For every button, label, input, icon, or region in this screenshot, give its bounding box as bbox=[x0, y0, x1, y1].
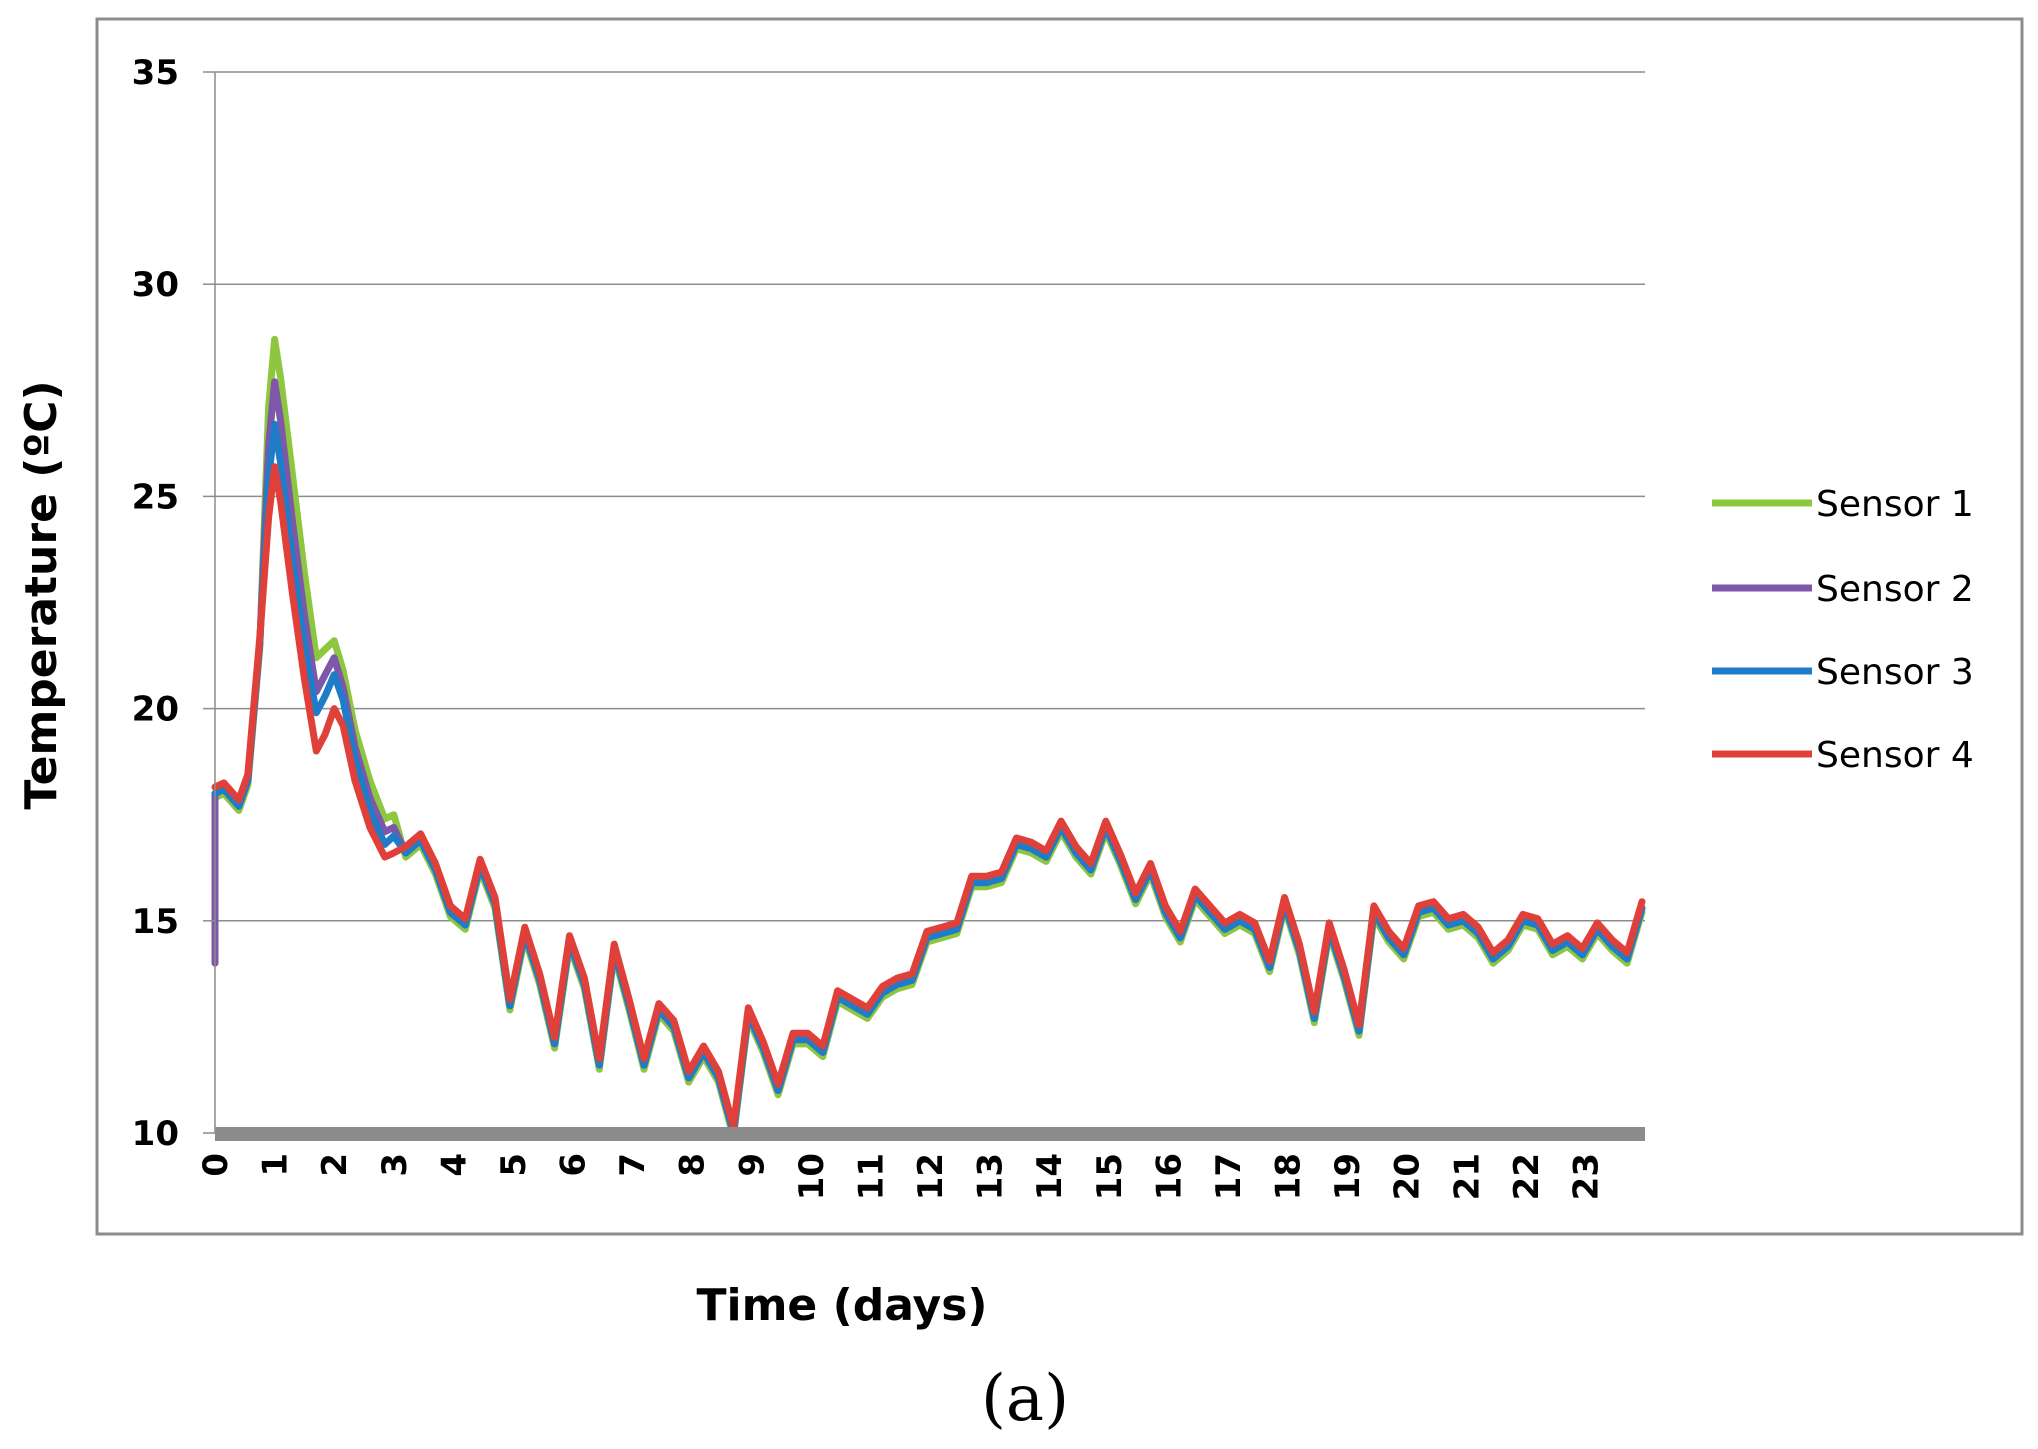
x-tick-label-20: 20 bbox=[1388, 1153, 1428, 1200]
x-tick-label-6: 6 bbox=[554, 1153, 594, 1177]
legend-label-2: Sensor 2 bbox=[1816, 569, 1974, 610]
x-tick-label-2: 2 bbox=[315, 1153, 355, 1177]
x-tick-label-9: 9 bbox=[732, 1153, 772, 1177]
x-tick-label-17: 17 bbox=[1209, 1153, 1249, 1200]
x-tick-label-1: 1 bbox=[256, 1153, 296, 1177]
x-tick-label-10: 10 bbox=[792, 1153, 832, 1200]
x-tick-label-21: 21 bbox=[1447, 1153, 1487, 1200]
legend: Sensor 1 Sensor 2 Sensor 3 Sensor 4 bbox=[1712, 484, 1974, 776]
y-axis-title: Temperature (ºC) bbox=[16, 380, 67, 809]
y-tick-labels: 10 15 20 25 30 35 bbox=[132, 53, 179, 1154]
x-tick-label-4: 4 bbox=[434, 1153, 474, 1177]
series-line-4 bbox=[211, 463, 1646, 1131]
chart-frame bbox=[95, 17, 2024, 1236]
x-axis-band bbox=[215, 1127, 1645, 1141]
x-tick-label-14: 14 bbox=[1030, 1153, 1070, 1200]
series-layer bbox=[211, 335, 1646, 1141]
y-tick-label-10: 10 bbox=[132, 1114, 179, 1154]
y-tick-label-20: 20 bbox=[132, 690, 179, 730]
legend-label-4: Sensor 4 bbox=[1816, 735, 1974, 776]
y-tick-label-30: 30 bbox=[132, 265, 179, 305]
x-tick-label-5: 5 bbox=[494, 1153, 534, 1177]
axis-layer bbox=[203, 71, 1645, 1141]
x-tick-label-22: 22 bbox=[1507, 1153, 1547, 1200]
x-tick-labels: 0 1 2 3 4 5 6 7 8 9 10 11 12 13 14 15 16 17 18 19 20 21 22 23 bbox=[196, 1153, 1606, 1200]
y-tick-label-15: 15 bbox=[132, 902, 179, 942]
x-tick-label-16: 16 bbox=[1149, 1153, 1189, 1200]
x-tick-label-12: 12 bbox=[911, 1153, 951, 1200]
x-tick-label-7: 7 bbox=[613, 1153, 653, 1177]
series-line-3 bbox=[211, 420, 1646, 1137]
grid-layer bbox=[215, 71, 1645, 922]
legend-label-1: Sensor 1 bbox=[1816, 484, 1974, 525]
y-tick-label-35: 35 bbox=[132, 53, 179, 93]
x-axis-title: Time (days) bbox=[696, 1280, 987, 1331]
y-tick-label-25: 25 bbox=[132, 477, 179, 517]
x-tick-label-8: 8 bbox=[673, 1153, 713, 1177]
x-tick-label-0: 0 bbox=[196, 1153, 236, 1177]
x-tick-label-3: 3 bbox=[375, 1153, 415, 1177]
legend-label-3: Sensor 3 bbox=[1816, 652, 1974, 693]
panel-label: (a) bbox=[981, 1362, 1069, 1436]
x-tick-label-11: 11 bbox=[851, 1153, 891, 1200]
x-tick-label-23: 23 bbox=[1566, 1153, 1606, 1200]
x-tick-label-19: 19 bbox=[1328, 1153, 1368, 1200]
x-tick-label-13: 13 bbox=[971, 1153, 1011, 1200]
x-tick-label-18: 18 bbox=[1269, 1153, 1309, 1200]
x-tick-label-15: 15 bbox=[1090, 1153, 1130, 1200]
